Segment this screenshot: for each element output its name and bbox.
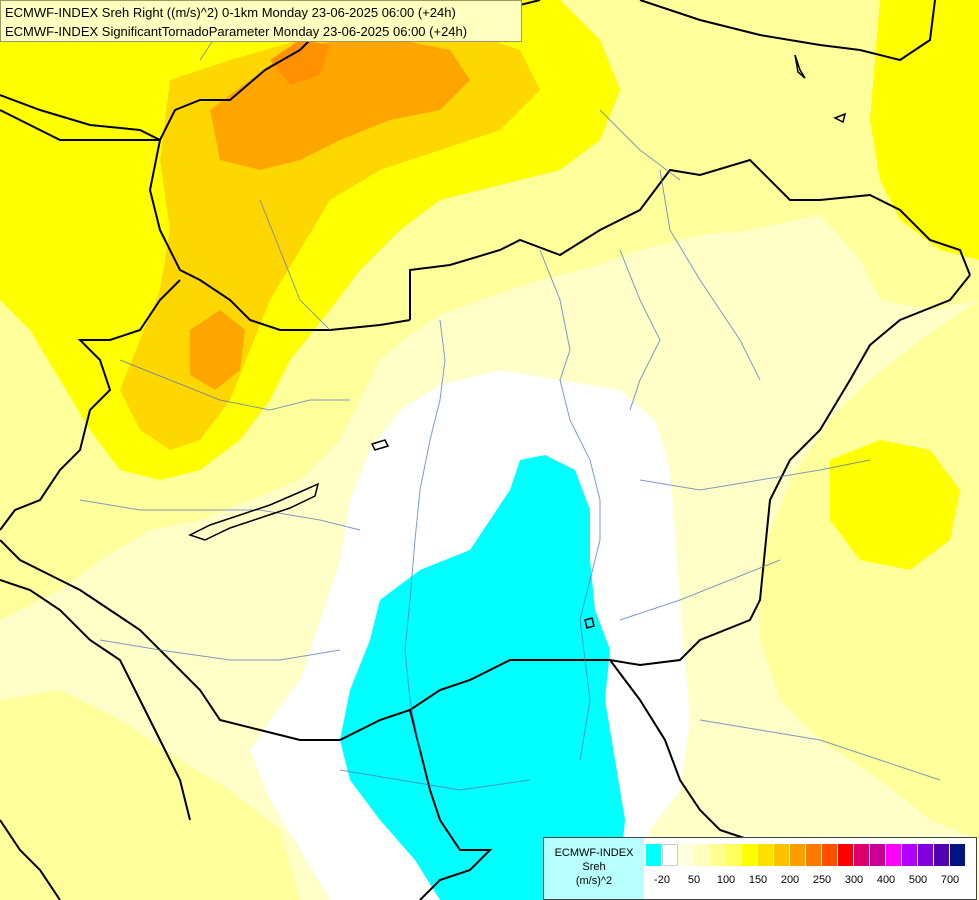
legend-label-model: ECMWF-INDEX <box>554 847 634 859</box>
legend-swatch <box>726 844 742 866</box>
legend-swatch <box>902 844 918 866</box>
field-yellow-northeast <box>870 0 979 260</box>
field-light-yellow-southwest <box>0 690 300 900</box>
legend-tick-label: 300 <box>844 874 864 886</box>
legend-swatch <box>886 844 902 866</box>
legend-swatch <box>822 844 838 866</box>
legend-swatch <box>694 844 710 866</box>
legend-tick-label: -20 <box>654 874 670 886</box>
legend-ticks: -20 50 100 150 200 250 300 400 500 700 <box>646 874 976 892</box>
field-light-yellow-east <box>760 300 979 840</box>
legend-swatch <box>662 844 678 866</box>
field-orange-west <box>190 310 245 390</box>
legend-swatch <box>678 844 694 866</box>
legend-swatch <box>918 844 934 866</box>
lakes <box>188 54 847 629</box>
legend-tick-label: 700 <box>940 874 960 886</box>
legend-tick-label: 250 <box>812 874 832 886</box>
legend-swatch <box>950 844 966 866</box>
legend-tick-label: 400 <box>876 874 896 886</box>
legend-swatch <box>790 844 806 866</box>
legend-swatch <box>758 844 774 866</box>
title-line-sreh: ECMWF-INDEX Sreh Right ((m/s)^2) 0-1km M… <box>5 5 456 20</box>
legend-swatch <box>934 844 950 866</box>
legend-swatch <box>742 844 758 866</box>
legend-label: ECMWF-INDEX Sreh (m/s)^2 <box>544 838 644 899</box>
legend-swatch <box>806 844 822 866</box>
legend-tick-label: 500 <box>908 874 928 886</box>
legend-tick-label: 100 <box>716 874 736 886</box>
legend-swatch <box>646 844 662 866</box>
field-yellow-east <box>830 440 960 570</box>
legend-label-parameter: Sreh <box>582 861 606 873</box>
legend-tick-label: 150 <box>748 874 768 886</box>
legend-swatches <box>646 844 966 866</box>
legend-tick-label: 50 <box>687 874 701 886</box>
legend-swatch <box>854 844 870 866</box>
legend-tick-label: 200 <box>780 874 800 886</box>
title-line-stp: ECMWF-INDEX SignificantTornadoParameter … <box>5 24 468 39</box>
rivers <box>79 9 941 791</box>
legend-swatch <box>838 844 854 866</box>
map-title-box: ECMWF-INDEX Sreh Right ((m/s)^2) 0-1km M… <box>0 0 522 42</box>
legend-swatch <box>710 844 726 866</box>
legend-swatch <box>774 844 790 866</box>
field-cyan <box>340 455 625 900</box>
color-legend: ECMWF-INDEX Sreh (m/s)^2 -20 50 100 150 200 2… <box>543 837 977 900</box>
field-orange-core <box>210 40 470 170</box>
legend-swatch <box>870 844 886 866</box>
field-orange-spot <box>270 40 330 85</box>
legend-label-unit: (m/s)^2 <box>575 875 613 887</box>
